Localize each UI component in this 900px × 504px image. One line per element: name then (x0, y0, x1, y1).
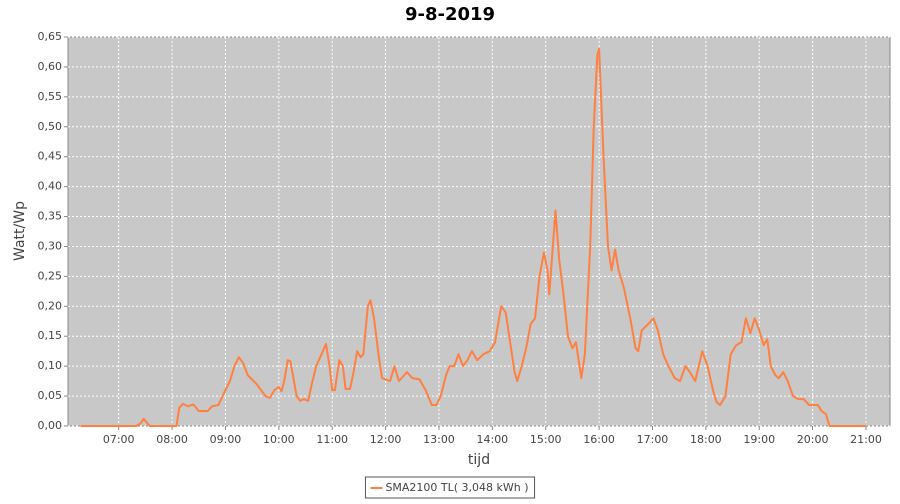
plot-area (67, 36, 891, 427)
x-tick-label: 09:00 (210, 433, 242, 446)
legend: SMA2100 TL( 3,048 kWh ) (364, 476, 536, 499)
legend-box (364, 476, 536, 499)
x-tick-label: 17:00 (637, 433, 669, 446)
chart-title: 9-8-2019 (405, 4, 495, 25)
x-tick-label: 08:00 (156, 433, 188, 446)
y-tick-label: 0,30 (38, 239, 63, 252)
y-tick-label: 0,00 (38, 419, 63, 432)
x-tick-label: 16:00 (583, 433, 615, 446)
legend-label: SMA2100 TL( 3,048 kWh ) (385, 481, 528, 494)
y-tick-label: 0,10 (38, 359, 63, 372)
y-tick-label: 0,25 (38, 269, 63, 282)
x-tick-label: 14:00 (476, 433, 508, 446)
x-tick-label: 19:00 (743, 433, 775, 446)
y-tick-label: 0,55 (38, 90, 63, 103)
x-tick-label: 18:00 (690, 433, 722, 446)
y-tick-label: 0,20 (38, 299, 63, 312)
y-tick-label: 0,50 (38, 120, 63, 133)
y-tick-label: 0,05 (38, 389, 63, 402)
y-tick-label: 0,40 (38, 180, 63, 193)
y-tick-label: 0,45 (38, 150, 63, 163)
x-tick-label: 07:00 (103, 433, 135, 446)
x-tick-label: 13:00 (423, 433, 455, 446)
y-tick-label: 0,35 (38, 210, 63, 223)
x-tick-label: 11:00 (316, 433, 348, 446)
y-tick-label: 0,15 (38, 329, 63, 342)
x-tick-label: 21:00 (850, 433, 882, 446)
data-line (80, 47, 866, 427)
x-axis-label: tijd (468, 452, 490, 468)
y-axis-label: Watt/Wp (12, 201, 28, 261)
y-tick-label: 0,60 (38, 60, 63, 73)
x-tick-label: 12:00 (370, 433, 402, 446)
x-tick-label: 15:00 (530, 433, 562, 446)
x-tick-label: 10:00 (263, 433, 295, 446)
x-tick-label: 20:00 (797, 433, 829, 446)
y-tick-label: 0,65 (38, 30, 63, 43)
